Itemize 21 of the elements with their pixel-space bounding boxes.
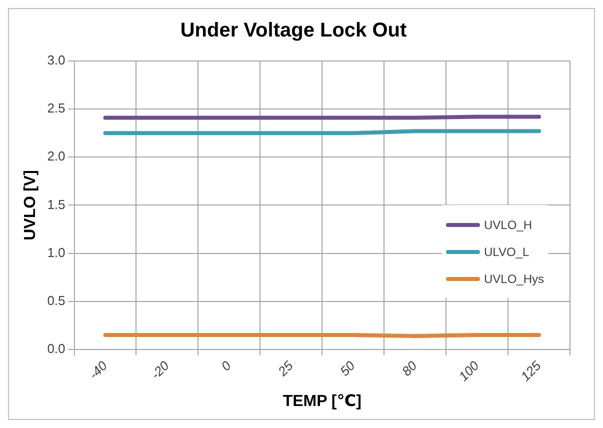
x-tick-label: -20 — [148, 357, 172, 382]
x-tick-label: 25 — [274, 357, 296, 380]
x-tick-label: 100 — [456, 357, 482, 384]
y-axis-title: UVLO [V] — [22, 170, 40, 240]
x-tick-label: 50 — [336, 357, 358, 379]
x-tick-label: 0 — [218, 357, 234, 374]
y-tick-label: 0.5 — [47, 292, 66, 308]
y-tick-label: 2.5 — [47, 100, 66, 116]
y-tick-label: 0.0 — [47, 341, 66, 356]
x-axis-title: TEMP [℃] — [282, 392, 362, 410]
y-tick-label: 3.0 — [47, 52, 66, 68]
x-tick-label: 80 — [398, 357, 420, 379]
chart-title: Under Voltage Lock Out — [180, 20, 407, 42]
y-tick-label: 1.5 — [47, 196, 66, 212]
legend-label: UVLO_H — [484, 218, 532, 232]
y-tick-label: 2.0 — [47, 148, 66, 164]
legend-label: UVLO_Hys — [484, 272, 544, 286]
legend-label: ULVO_L — [484, 244, 530, 259]
y-tick-label: 1.0 — [47, 244, 66, 260]
x-tick-label: 125 — [518, 357, 544, 384]
x-tick-label: -40 — [86, 357, 110, 382]
